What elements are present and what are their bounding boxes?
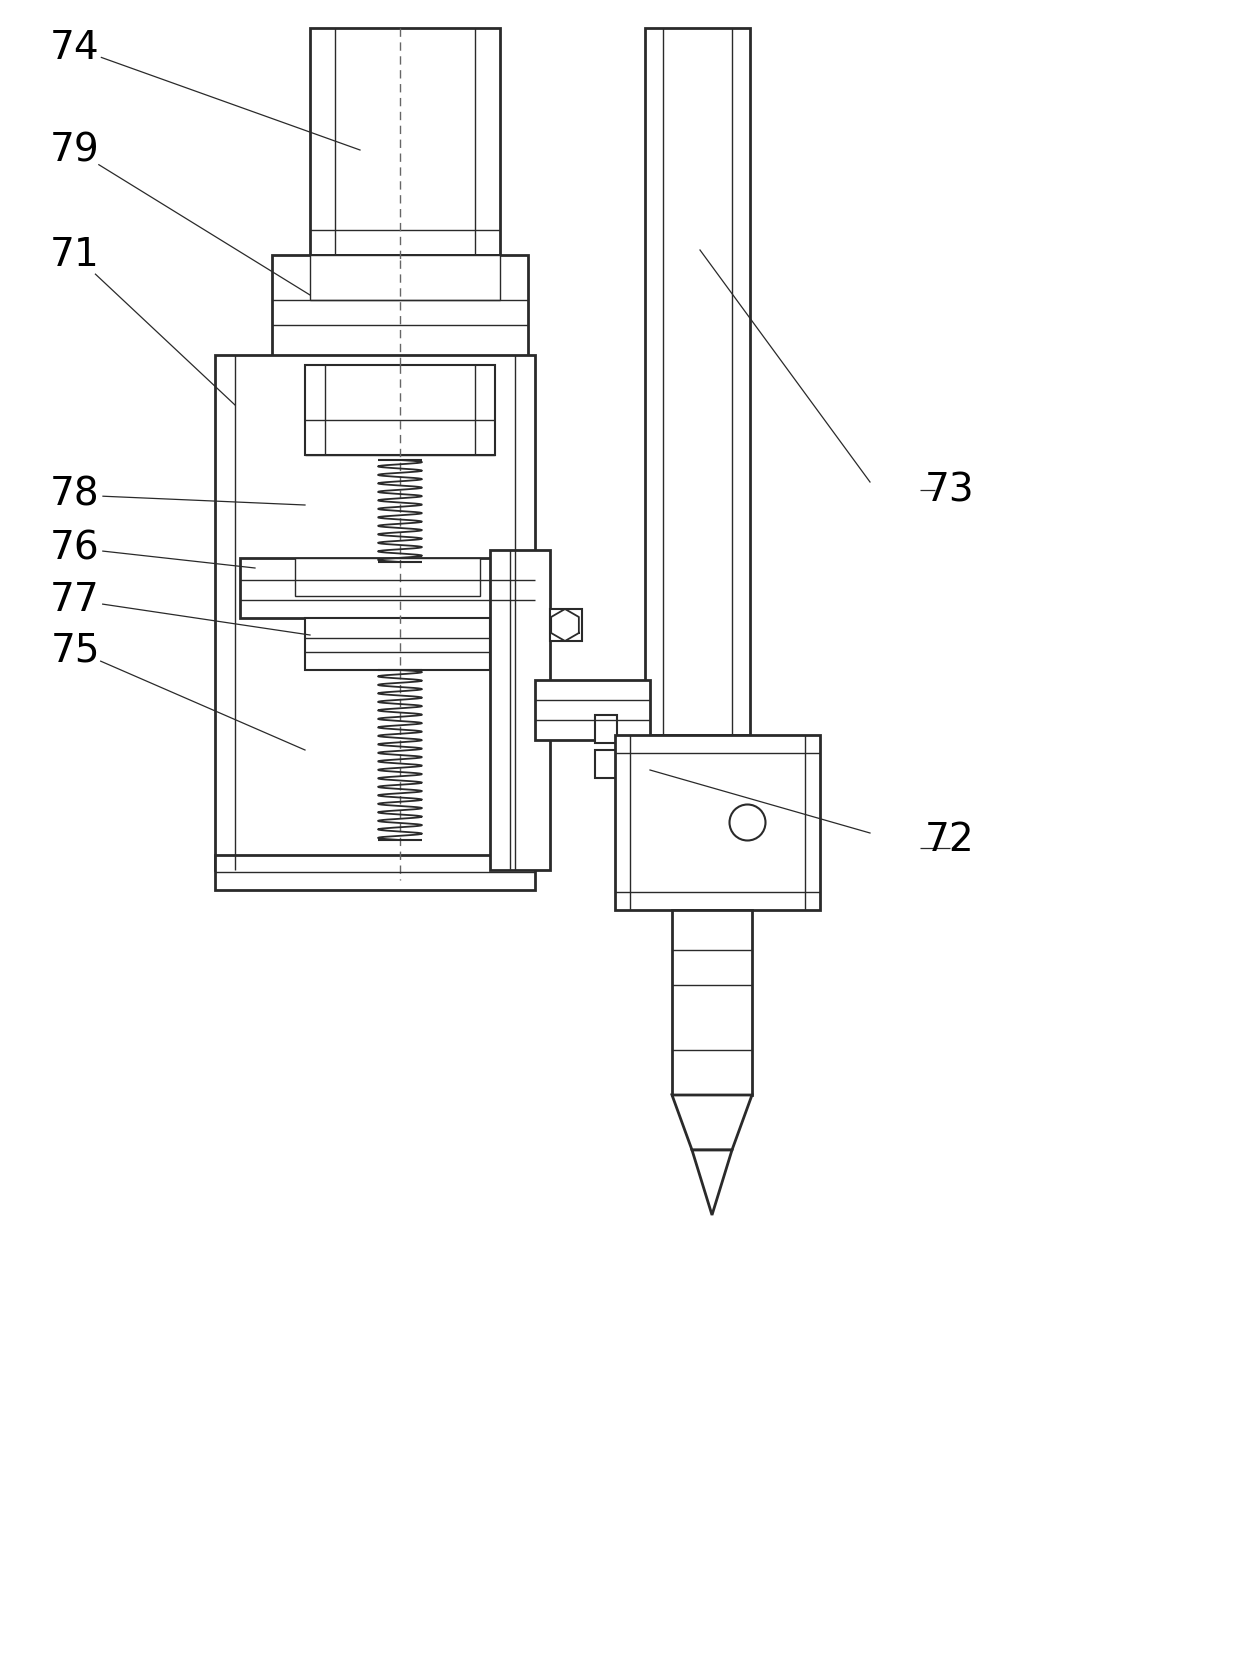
Text: 79: 79 [50, 131, 100, 169]
Text: 78: 78 [50, 477, 99, 515]
Bar [615, 735, 820, 910]
Polygon shape [672, 1096, 751, 1150]
Text: 75: 75 [51, 631, 99, 669]
Text: 72: 72 [925, 821, 975, 859]
Text: 76: 76 [50, 530, 100, 568]
Bar [595, 750, 618, 778]
Bar [490, 549, 551, 871]
Bar [272, 255, 528, 357]
Text: 74: 74 [50, 30, 99, 66]
Text: 77: 77 [50, 581, 100, 619]
Bar [215, 856, 534, 890]
Text: 71: 71 [50, 237, 100, 275]
Bar [295, 558, 480, 596]
Polygon shape [692, 1150, 732, 1215]
Bar [215, 356, 534, 871]
Bar [672, 910, 751, 1096]
Bar [305, 366, 495, 455]
Bar [310, 28, 500, 255]
Bar [241, 558, 534, 617]
Bar [595, 715, 618, 743]
Bar [645, 28, 750, 735]
Bar [305, 617, 490, 670]
Bar [551, 609, 582, 640]
Bar [310, 255, 500, 300]
Bar [534, 680, 650, 740]
Text: 73: 73 [925, 472, 975, 510]
